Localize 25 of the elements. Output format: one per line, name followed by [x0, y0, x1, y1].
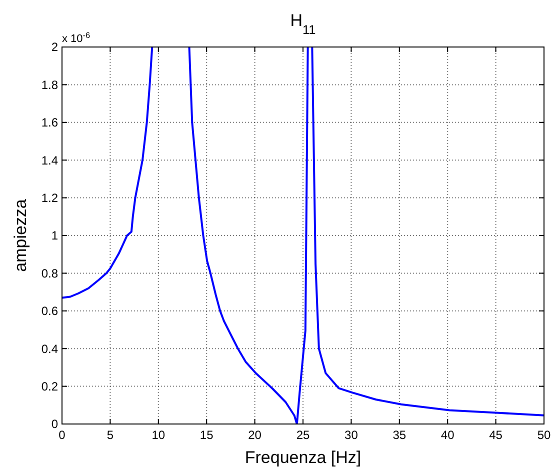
y-tick-label: 0.6 — [41, 304, 58, 318]
text: x 10$^{-6}$ — [62, 30, 91, 45]
y-tick-label: 1.4 — [41, 153, 58, 168]
y-axis-title: ampiezza — [11, 198, 30, 272]
x-tick-label: 40 — [440, 428, 455, 442]
x-tick-label: 15 — [200, 428, 214, 442]
x-tick-label: 25 — [296, 428, 310, 442]
x-tick-label: 45 — [489, 428, 503, 442]
x-tick-label: 30 — [344, 428, 358, 442]
y-tick-label: 1.8 — [41, 78, 58, 92]
x-tick-label: 50 — [537, 428, 551, 442]
y-tick-label: 0.2 — [41, 380, 58, 394]
y-tick-label: 0.4 — [41, 342, 58, 356]
x-tick-label: 10 — [152, 428, 166, 442]
y-tick-label: 1.6 — [41, 116, 58, 130]
y-tick-label: 1.2 — [41, 191, 58, 205]
y-tick-label: 1 — [51, 228, 58, 243]
x-tick-label: 35 — [392, 428, 406, 442]
y-tick-label: 0 — [51, 417, 58, 432]
x-axis-title: Frequenza [Hz] — [244, 448, 362, 467]
x-tick-label: 20 — [248, 428, 262, 442]
x-tick-label: 5 — [106, 428, 114, 442]
chart-title: H$_{11}$ — [290, 11, 316, 36]
y-tick-label: 0.8 — [41, 266, 58, 280]
y-tick-label: 2 — [51, 40, 58, 54]
